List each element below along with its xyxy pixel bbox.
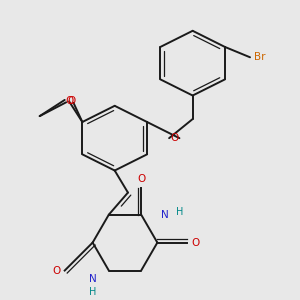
Text: O: O <box>65 96 73 106</box>
Text: O: O <box>137 174 145 184</box>
Text: O: O <box>171 133 179 143</box>
Text: Br: Br <box>254 52 266 62</box>
Text: H: H <box>176 207 183 217</box>
Text: O: O <box>191 238 200 248</box>
Text: O: O <box>52 266 60 275</box>
Text: H: H <box>89 287 96 297</box>
Text: N: N <box>161 210 169 220</box>
Text: N: N <box>89 274 97 284</box>
Text: O: O <box>32 112 38 121</box>
Text: O: O <box>67 96 76 106</box>
